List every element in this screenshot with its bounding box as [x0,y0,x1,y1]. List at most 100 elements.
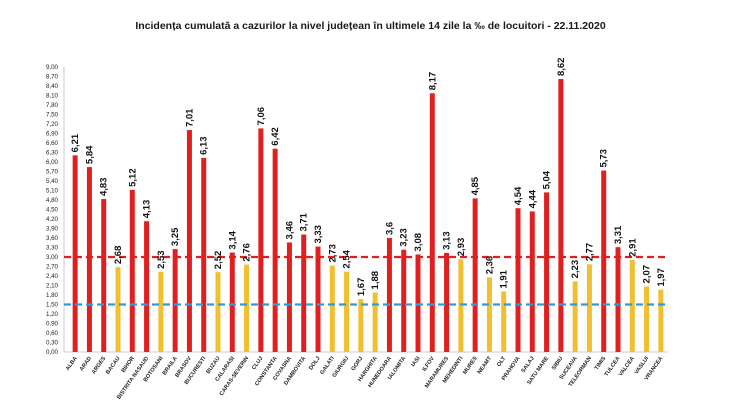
data-label: 7,01 [184,108,195,127]
data-label: 5,12 [127,168,138,187]
data-label: 4,13 [142,200,153,219]
bar [144,221,150,352]
data-label: 7,06 [256,107,267,126]
data-label: 8,62 [556,58,567,77]
bar [572,281,578,352]
chart-title: Incidența cumulată a cazurilor la nivel … [135,20,606,32]
data-label: 2,53 [156,250,167,269]
data-label: 5,73 [599,149,610,168]
data-label: 1,67 [356,278,367,297]
y-tick-label: 2,70 [46,264,59,271]
bar [458,259,464,352]
data-label: 3,6 [384,222,395,235]
y-tick-label: 3,00 [46,254,59,261]
bar [229,252,235,352]
y-tick-label: 9,00 [46,64,59,71]
bar [344,271,350,352]
data-label: 3,23 [399,228,410,247]
bar [401,249,407,352]
bar [558,79,564,353]
y-tick-label: 6,60 [46,140,59,147]
data-label: 6,21 [70,133,81,152]
y-tick-label: 2,10 [46,283,59,290]
bar [172,249,178,352]
data-label: 1,88 [370,271,381,290]
y-tick-label: 4,50 [46,207,59,214]
y-tick-label: 8,40 [46,83,59,90]
data-label: 6,13 [199,136,210,155]
data-label: 3,14 [227,230,238,249]
bar [315,246,321,352]
y-tick-label: 4,20 [46,216,59,223]
y-tick-label: 6,90 [46,131,59,138]
y-tick-label: 0,90 [46,321,59,328]
data-label: 5,04 [542,170,553,189]
bar [329,265,335,352]
bar [544,192,550,352]
category-label: ILFOV [422,355,437,372]
category-label: NEAMT [477,355,494,375]
data-label: 2,77 [584,243,595,262]
y-tick-label: 3,90 [46,226,59,233]
data-label: 3,13 [442,231,453,250]
y-tick-label: 7,80 [46,102,59,109]
bar [101,199,107,352]
category-label: BACAU [105,356,122,376]
y-tick-label: 6,00 [46,159,59,166]
data-label: 4,85 [470,176,481,195]
bar [644,286,650,352]
category-label: DOLJ [308,356,321,372]
bar [201,157,207,352]
bar [186,130,192,352]
data-label: 6,42 [270,127,281,146]
data-label: 3,33 [313,225,324,244]
data-label: 3,25 [170,227,181,246]
y-tick-label: 3,60 [46,235,59,242]
data-label: 5,84 [84,145,95,164]
y-tick-label: 7,50 [46,112,59,119]
bar [286,242,292,352]
bar [586,264,592,352]
y-tick-label: 6,30 [46,150,59,157]
data-label: 2,07 [642,265,653,284]
bar [215,272,221,352]
data-label: 2,23 [570,260,581,279]
category-label: IASI [410,355,421,368]
bar [372,292,378,352]
bar [358,299,364,352]
data-label: 4,54 [513,186,524,205]
y-tick-label: 0,30 [46,340,59,347]
data-label: 3,31 [613,225,624,244]
bar [515,208,521,352]
bar [629,259,635,352]
category-label: ALBA [65,356,79,372]
y-tick-label: 8,70 [46,74,59,81]
bar [158,271,164,352]
bar [244,264,250,352]
data-label: 2,93 [456,238,467,257]
data-label: 4,44 [527,189,538,208]
y-tick-label: 8,10 [46,93,59,100]
y-tick-label: 4,80 [46,197,59,204]
data-label: 3,71 [299,212,310,231]
data-label: 2,52 [213,251,224,270]
category-label: CLUJ [251,356,264,371]
data-label: 3,46 [284,221,295,240]
bar [501,291,507,352]
category-label: GORJ [350,356,364,372]
data-label: 2,91 [627,238,638,257]
bar [115,267,121,352]
data-label: 4,83 [99,178,110,197]
bar [658,289,664,352]
bar [72,155,78,352]
y-tick-label: 2,40 [46,273,59,280]
bar [258,128,264,352]
bar [601,170,607,352]
y-tick-label: 0,60 [46,330,59,337]
bar [529,211,535,352]
y-tick-label: 1,50 [46,302,59,309]
bar [272,148,278,352]
bar [415,254,421,352]
bar [472,198,478,352]
